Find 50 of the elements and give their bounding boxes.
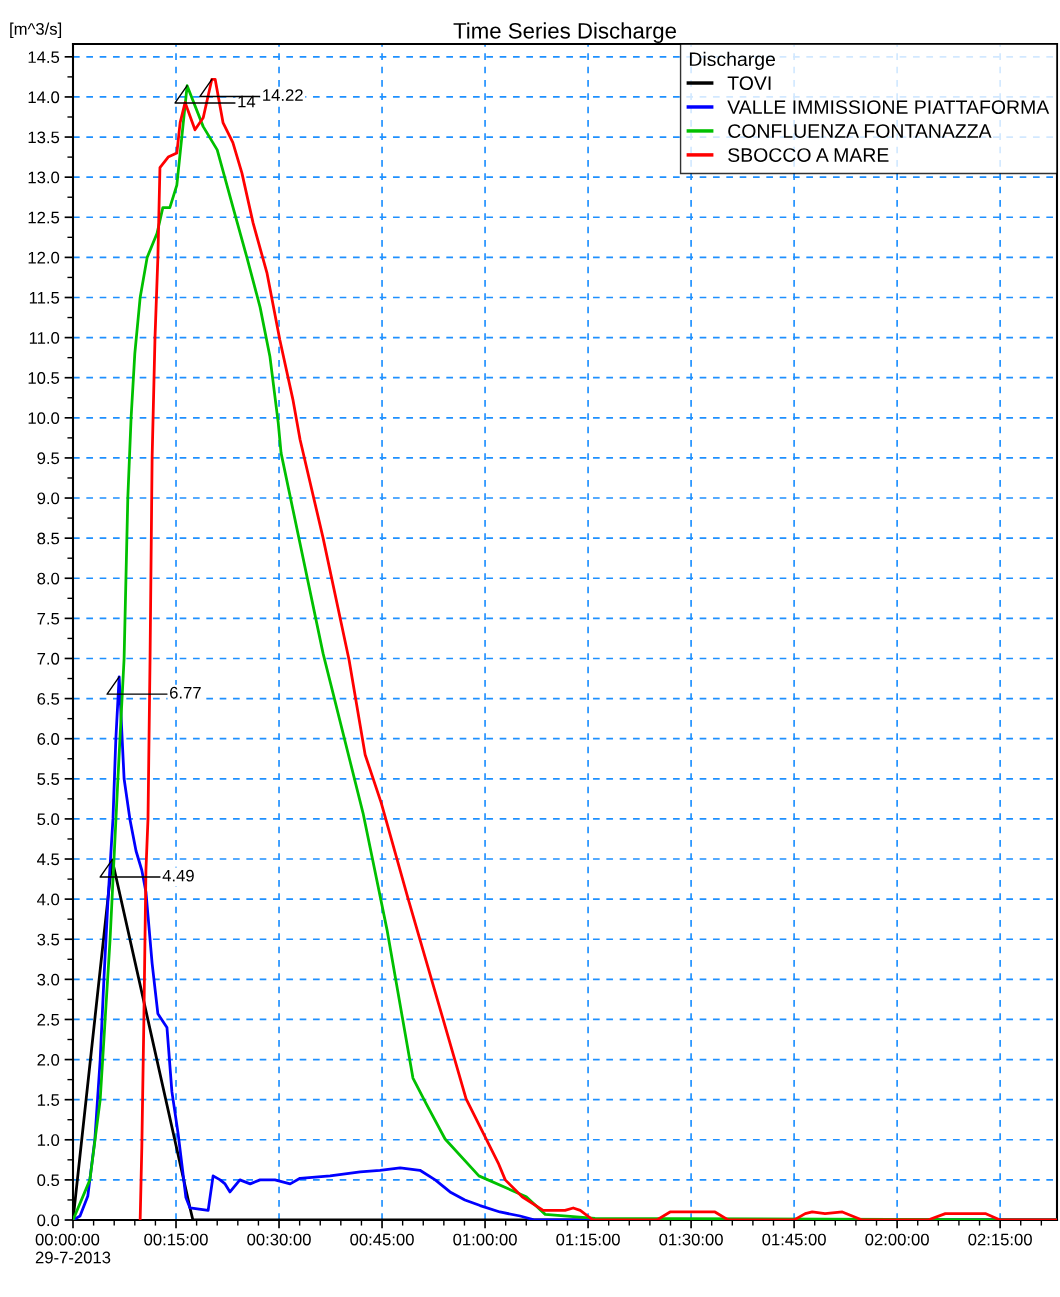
y-tick-label: 6.5 <box>37 692 60 705</box>
x-tick-label: 00:45:00 <box>350 1233 414 1246</box>
y-tick-label: 13.0 <box>28 171 60 184</box>
y-tick-label: 5.0 <box>37 813 60 826</box>
y-tick-label: 9.0 <box>37 492 60 505</box>
x-tick-label: 00:30:00 <box>247 1233 311 1246</box>
x-tick-label: 01:45:00 <box>762 1233 826 1246</box>
x-tick-label: 02:00:00 <box>865 1233 929 1246</box>
y-tick-label: 2.0 <box>37 1053 60 1066</box>
chart-title: Time Series Discharge <box>453 22 676 44</box>
y-tick-label: 5.5 <box>37 773 60 785</box>
x-tick-label: 01:30:00 <box>659 1233 723 1246</box>
annotation: 4.49 <box>162 869 194 882</box>
y-tick-label: 14.5 <box>28 51 60 64</box>
y-tick-label: 11.5 <box>29 292 60 304</box>
y-tick-label: 4.0 <box>37 893 60 906</box>
legend-label: VALLE IMMISSIONE PIATTAFORMA <box>727 100 1050 114</box>
y-tick-label: 1.5 <box>37 1094 60 1106</box>
y-tick-label: 13.5 <box>28 131 60 144</box>
y-tick-label: 14.0 <box>28 91 60 104</box>
y-tick-label: 12.0 <box>28 251 60 264</box>
y-tick-label: 9.5 <box>37 452 60 465</box>
legend-label: SBOCCO A MARE <box>728 148 889 162</box>
y-tick-label: 10.0 <box>28 412 60 425</box>
y-axis-title: [m^3/s] <box>10 22 62 39</box>
y-tick-label: 2.5 <box>37 1013 60 1026</box>
x-tick-label: 00:15:00 <box>144 1233 208 1246</box>
x-tick-label: 02:15:00 <box>968 1233 1032 1246</box>
y-tick-label: 7.5 <box>37 612 60 625</box>
y-tick-label: 6.0 <box>37 733 60 745</box>
y-tick-label: 8.5 <box>37 532 60 545</box>
y-tick-label: 1.0 <box>37 1134 60 1146</box>
y-tick-label: 10.5 <box>28 372 60 384</box>
y-tick-label: 8.0 <box>37 572 60 585</box>
annotation: 14.22 <box>263 89 303 101</box>
x-tick-label: 01:00:00 <box>453 1233 517 1246</box>
legend-title: Discharge <box>689 51 776 70</box>
y-tick-label: 4.5 <box>37 853 60 866</box>
y-tick-label: 7.0 <box>37 652 60 665</box>
legend-label: CONFLUENZA FONTANAZZA <box>728 124 992 138</box>
y-tick-label: 0.0 <box>37 1214 60 1227</box>
y-tick-label: 0.5 <box>37 1174 60 1187</box>
x-tick-label: 00:00:00 29-7-2013 <box>35 1233 111 1264</box>
annotation: 6.77 <box>170 686 201 699</box>
y-tick-label: 3.0 <box>37 973 60 986</box>
y-tick-label: 12.5 <box>28 211 60 224</box>
y-tick-label: 3.5 <box>37 933 60 946</box>
y-tick-label: 11.0 <box>29 332 60 344</box>
x-tick-label: 01:15:00 <box>556 1233 620 1246</box>
legend-label: TOVI <box>727 76 771 91</box>
